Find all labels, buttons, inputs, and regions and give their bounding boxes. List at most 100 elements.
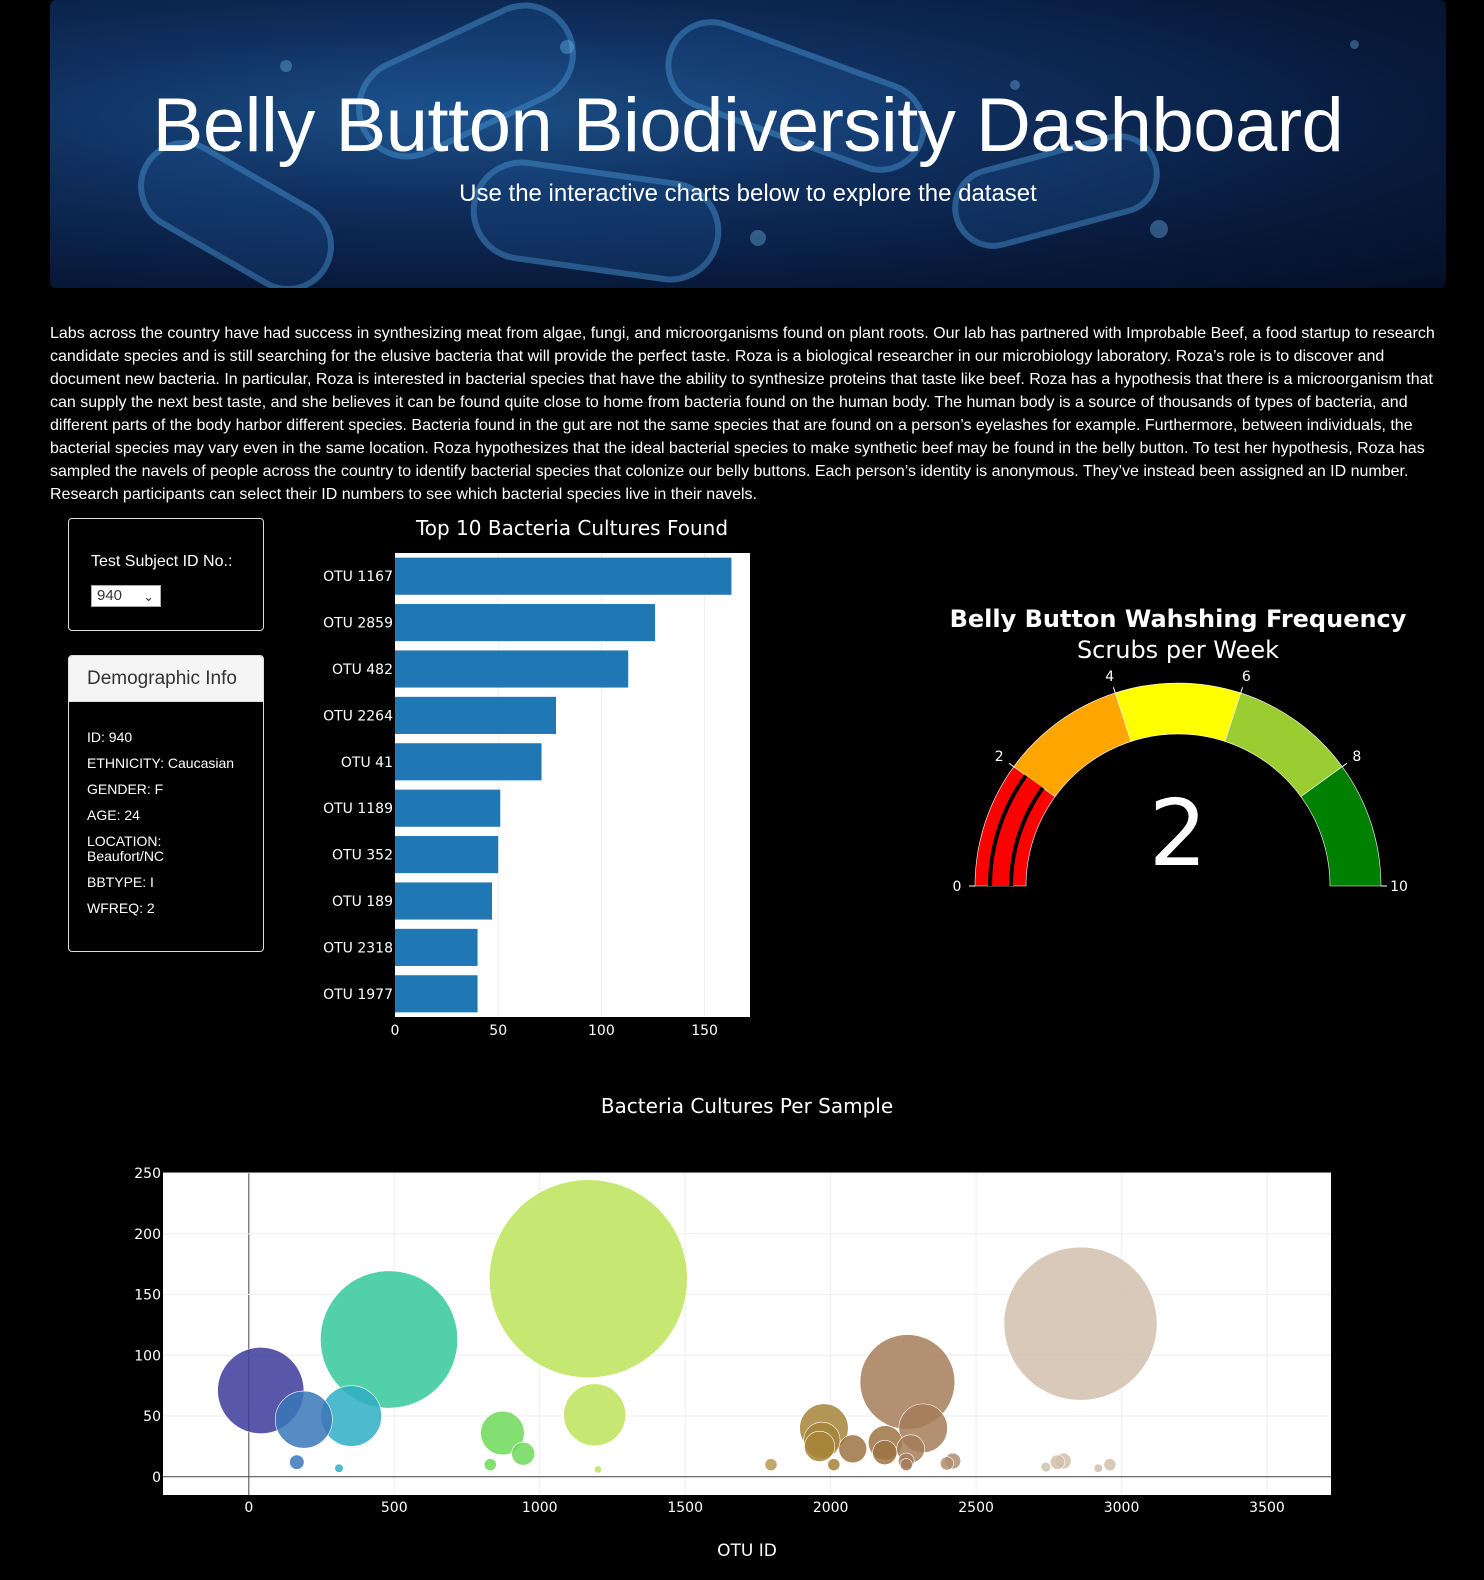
demo-bbtype: BBTYPE: I [87, 874, 154, 890]
gauge-tick [1008, 762, 1015, 768]
bubble-chart: Bacteria Cultures Per Sample 0 500 1000 150… [134, 1094, 1331, 1561]
bubble-point [289, 1454, 305, 1470]
bar-otu-2264 [395, 696, 556, 734]
bubble-x-tick-label: 3000 [1104, 1500, 1140, 1516]
bubble-point [563, 1383, 626, 1447]
bubble-point [480, 1410, 525, 1456]
bar-x-tick-label: 50 [489, 1023, 507, 1039]
bubble-y-tick-label: 200 [134, 1227, 161, 1243]
bar-otu-352 [395, 836, 499, 874]
bubble-y-tick-label: 100 [134, 1348, 161, 1364]
bubble-point [593, 1465, 602, 1474]
bar-otu-1189 [395, 789, 501, 827]
subject-id-select[interactable]: 940 ⌄ [91, 585, 161, 607]
gauge-tick-label: 6 [1242, 669, 1251, 685]
bubble-point [274, 1390, 333, 1449]
bar-x-tick-label: 100 [588, 1023, 615, 1039]
bubble-point [1049, 1454, 1066, 1470]
bubble-point [899, 1458, 913, 1471]
intro-paragraph: Labs across the country have had success… [50, 325, 1435, 503]
bubble-point [940, 1456, 954, 1471]
bubble-point [804, 1430, 836, 1462]
bubble-decoration [1010, 80, 1020, 90]
gauge-tick [1112, 687, 1116, 694]
bar-otu-189 [395, 882, 493, 920]
wash-frequency-gauge: Belly Button Wahshing Frequency Scrubs p… [950, 605, 1408, 895]
demo-age: AGE: 24 [87, 807, 140, 823]
bubble-x-tick-label: 1000 [522, 1500, 558, 1516]
bar-otu-482 [395, 650, 629, 688]
gauge-tick-label: 8 [1352, 749, 1361, 765]
bubble-y-tick-label: 0 [152, 1470, 161, 1486]
subject-selector-panel: Test Subject ID No.: 940 ⌄ [68, 518, 264, 631]
bubble-y-tick-label: 250 [134, 1166, 161, 1182]
bar-y-tick-label: OTU 352 [332, 848, 393, 864]
demographic-title: Demographic Info [69, 656, 263, 702]
bubble-decoration [280, 60, 292, 72]
bar-y-tick-label: OTU 41 [341, 755, 393, 771]
bubble-chart-title: Bacteria Cultures Per Sample [601, 1094, 893, 1118]
demographic-list: ID: 940 ETHNICITY: Caucasian GENDER: F A… [87, 730, 234, 927]
bar-y-tick-label: OTU 482 [332, 662, 393, 678]
gauge-step-2 [1114, 682, 1242, 742]
bubble-decoration [1150, 220, 1168, 238]
bar-otu-2318 [395, 928, 478, 966]
gauge-tick-label: 0 [953, 879, 962, 895]
bar-x-tick-label: 150 [691, 1023, 718, 1039]
bubble-point [827, 1458, 841, 1471]
demo-wfreq: WFREQ: 2 [87, 900, 155, 916]
bubble-x-tick-label: 2000 [813, 1500, 849, 1516]
bar-otu-1977 [395, 975, 478, 1013]
bar-y-tick-label: OTU 2859 [323, 616, 393, 632]
bar-chart-title: Top 10 Bacteria Cultures Found [415, 516, 728, 540]
bubble-decoration [560, 40, 574, 54]
gauge-value: 2 [1149, 780, 1208, 887]
demographic-panel: Demographic Info ID: 940 ETHNICITY: Cauc… [68, 655, 264, 952]
bar-y-tick-label: OTU 2264 [323, 708, 393, 724]
bubble-point [1040, 1461, 1052, 1473]
gauge-tick-label: 2 [995, 749, 1004, 765]
bubble-point [483, 1458, 497, 1471]
gauge-value-bar [992, 776, 1042, 886]
bacteria-decoration [464, 152, 728, 288]
demo-id: ID: 940 [87, 729, 133, 745]
bar-x-tick-label: 0 [391, 1023, 400, 1039]
bar-otu-2859 [395, 604, 656, 642]
bubble-y-tick-label: 50 [143, 1409, 161, 1425]
demo-location-label: LOCATION: [87, 833, 162, 849]
bubble-x-axis-label: OTU ID [717, 1541, 777, 1561]
bubble-point [1103, 1458, 1117, 1471]
bubble-point [320, 1270, 458, 1409]
chevron-down-icon: ⌄ [143, 589, 154, 604]
gauge-tick-label: 10 [1390, 879, 1408, 895]
gauge-step-4 [1300, 766, 1382, 887]
demo-location-value: Beaufort/NC [87, 848, 165, 864]
bubble-x-tick-label: 2500 [958, 1500, 994, 1516]
bubble-y-tick-label: 150 [134, 1288, 161, 1304]
page-subtitle: Use the interactive charts below to expl… [459, 180, 1037, 207]
gauge-subtitle: Scrubs per Week [1077, 636, 1279, 664]
bubble-point [838, 1434, 868, 1464]
bubble-decoration [750, 230, 766, 246]
top10-bar-chart: Top 10 Bacteria Cultures Found OTU 1167 O… [323, 516, 750, 1039]
gauge-tick [1240, 687, 1244, 694]
gauge-tick [1341, 762, 1348, 768]
bubble-point [1003, 1246, 1158, 1401]
bubble-point [1093, 1463, 1103, 1473]
bar-y-tick-label: OTU 1189 [323, 801, 393, 817]
gauge-title: Belly Button Wahshing Frequency [950, 605, 1407, 633]
bar-y-tick-label: OTU 1977 [323, 987, 393, 1003]
gauge-tick-label: 4 [1105, 669, 1114, 685]
bar-otu-41 [395, 743, 542, 781]
bar-y-tick-label: OTU 2318 [323, 940, 393, 956]
bar-y-tick-label: OTU 1167 [323, 569, 393, 585]
subject-id-value: 940 [97, 587, 123, 604]
bubble-x-tick-label: 0 [244, 1500, 253, 1516]
bubble-x-tick-label: 500 [381, 1500, 408, 1516]
bubble-point [488, 1179, 688, 1379]
bubble-decoration [1350, 40, 1359, 49]
bubble-point [334, 1463, 344, 1473]
bubble-point [872, 1440, 898, 1465]
bubble-point [764, 1458, 778, 1471]
bubble-point [511, 1441, 535, 1466]
